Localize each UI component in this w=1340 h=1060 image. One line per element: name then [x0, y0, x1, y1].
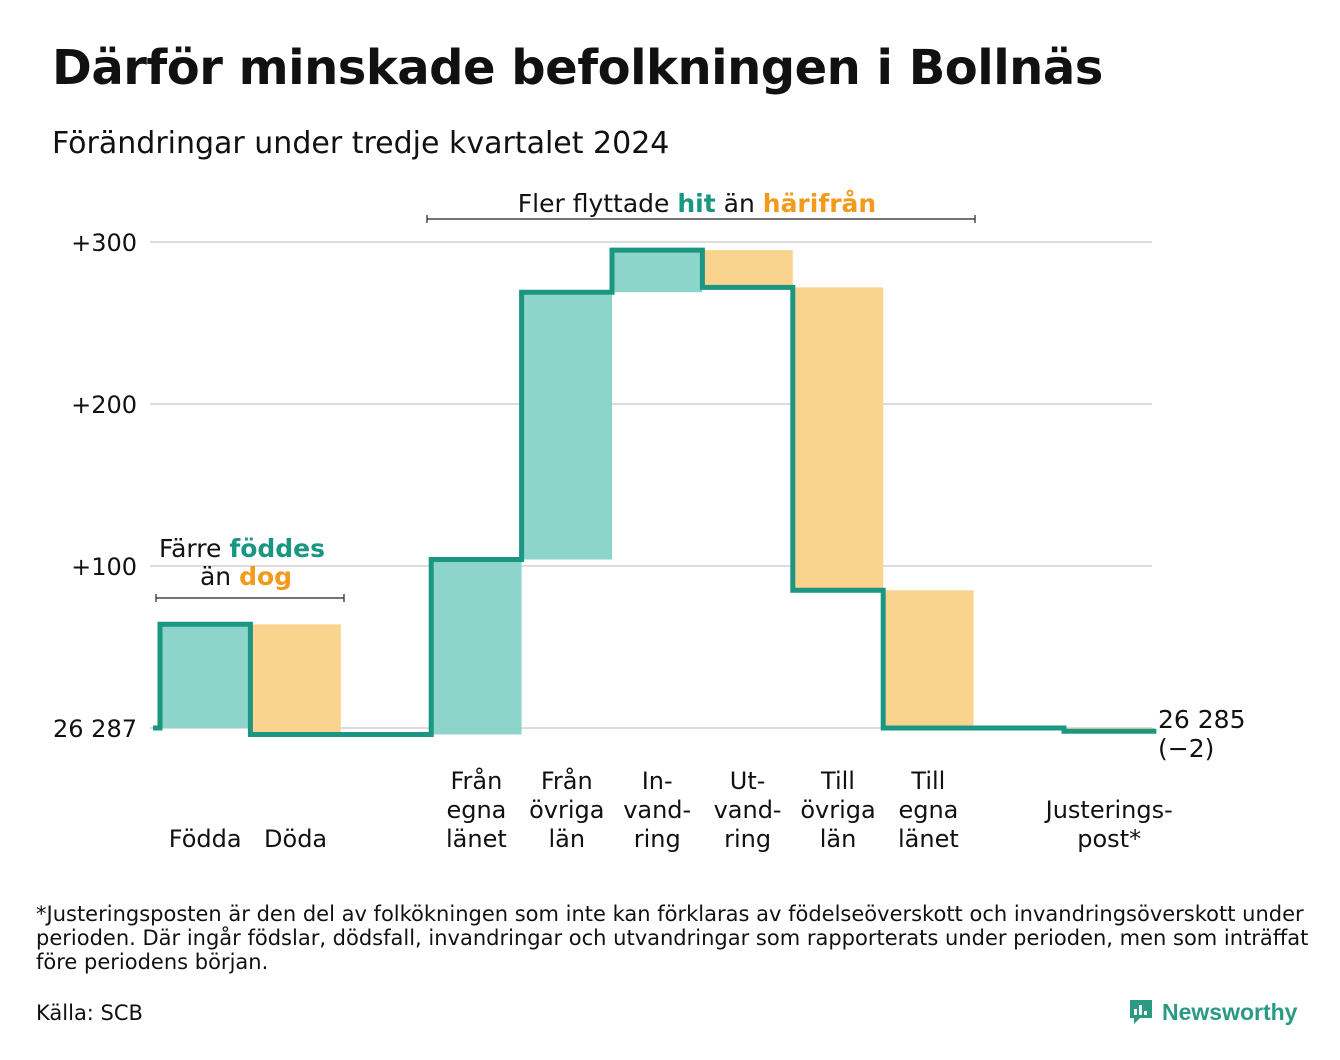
svg-text:än dog: än dog	[200, 562, 292, 591]
x-label-6-2: ring	[724, 825, 771, 853]
bar-6	[702, 250, 793, 288]
chart-title: Därför minskade befolkningen i Bollnäs	[52, 40, 1103, 96]
y-axis-tick-labels: 26 287 +100 +200 +300	[53, 229, 137, 743]
x-label-5-2: ring	[634, 825, 681, 853]
chart-subtitle: Förändringar under tredje kvartalet 2024	[52, 126, 670, 161]
x-label-10-1: post*	[1077, 825, 1141, 853]
brand-logo: Newsworthy	[1128, 998, 1297, 1026]
brand-name: Newsworthy	[1162, 998, 1298, 1025]
annotation-migration-bracket	[426, 215, 976, 223]
source-label: Källa: SCB	[36, 1001, 143, 1025]
waterfall-chart: 26 287+100+200+300 Födda DödaFrånegnaläne…	[53, 189, 1245, 853]
x-label-1-0: Döda	[264, 825, 327, 853]
annotation-natural-change: Färre föddes än dog	[155, 534, 345, 602]
y-tick-label-3: +300	[71, 229, 137, 257]
x-label-3-1: egna	[446, 796, 506, 824]
annotation-natural-text-1: Färre	[159, 534, 229, 563]
x-label-7-1: övriga	[800, 796, 875, 824]
bar-3	[431, 559, 522, 735]
x-label-4-1: övriga	[529, 796, 604, 824]
x-label-7-0: Till	[820, 767, 855, 795]
annotation-migration-highlight-1: hit	[677, 189, 715, 218]
bars	[160, 250, 1155, 735]
annotation-natural-bracket	[155, 594, 345, 602]
footnote: *Justeringsposten är den del av folkökni…	[36, 902, 1309, 974]
x-label-6-0: Ut-	[730, 767, 766, 795]
y-tick-label-2: +200	[71, 391, 137, 419]
bar-4	[521, 292, 612, 560]
x-label-6-1: vand-	[714, 796, 782, 824]
y-tick-label-1: +100	[71, 553, 137, 581]
end-change-label: (−2)	[1158, 734, 1214, 763]
x-label-8-1: egna	[898, 796, 958, 824]
svg-text:Färre föddes: Färre föddes	[159, 534, 325, 563]
annotation-migration-text-2: än	[716, 189, 763, 218]
annotation-natural-text-2: än	[200, 562, 239, 591]
annotation-migration-text-1: Fler flyttade	[518, 189, 678, 218]
x-label-4-2: län	[549, 825, 586, 853]
annotation-natural-highlight-2: dog	[239, 562, 292, 591]
bar-8	[883, 590, 974, 728]
x-label-10-0: Justerings-	[1044, 796, 1173, 824]
bar-5	[612, 250, 703, 293]
x-label-4-0: Från	[541, 766, 593, 795]
x-label-7-2: län	[820, 825, 857, 853]
x-label-5-0: In-	[642, 767, 673, 795]
bar-1	[250, 624, 341, 735]
end-value-label: 26 285	[1158, 705, 1245, 734]
annotation-migration-highlight-2: härifrån	[763, 189, 876, 218]
y-tick-label-0: 26 287	[53, 715, 137, 743]
annotation-migration: Fler flyttade hit än härifrån	[426, 189, 976, 223]
x-label-8-2: länet	[898, 825, 959, 853]
x-label-3-2: länet	[446, 825, 507, 853]
x-axis-category-labels: Födda DödaFrånegnalänetFrånövrigalänIn-va…	[169, 766, 1173, 853]
bar-7	[792, 287, 884, 591]
x-label-8-0: Till	[910, 767, 945, 795]
bar-0	[160, 624, 251, 728]
x-label-0-0: Födda	[169, 825, 242, 853]
cumulative-step-line	[153, 247, 1157, 737]
newsworthy-logo-icon	[1130, 1000, 1152, 1024]
x-label-5-1: vand-	[623, 796, 691, 824]
x-label-3-0: Från	[450, 766, 502, 795]
svg-text:Fler flyttade hit än härifrån: Fler flyttade hit än härifrån	[518, 189, 876, 218]
annotation-natural-highlight-1: föddes	[229, 534, 325, 563]
